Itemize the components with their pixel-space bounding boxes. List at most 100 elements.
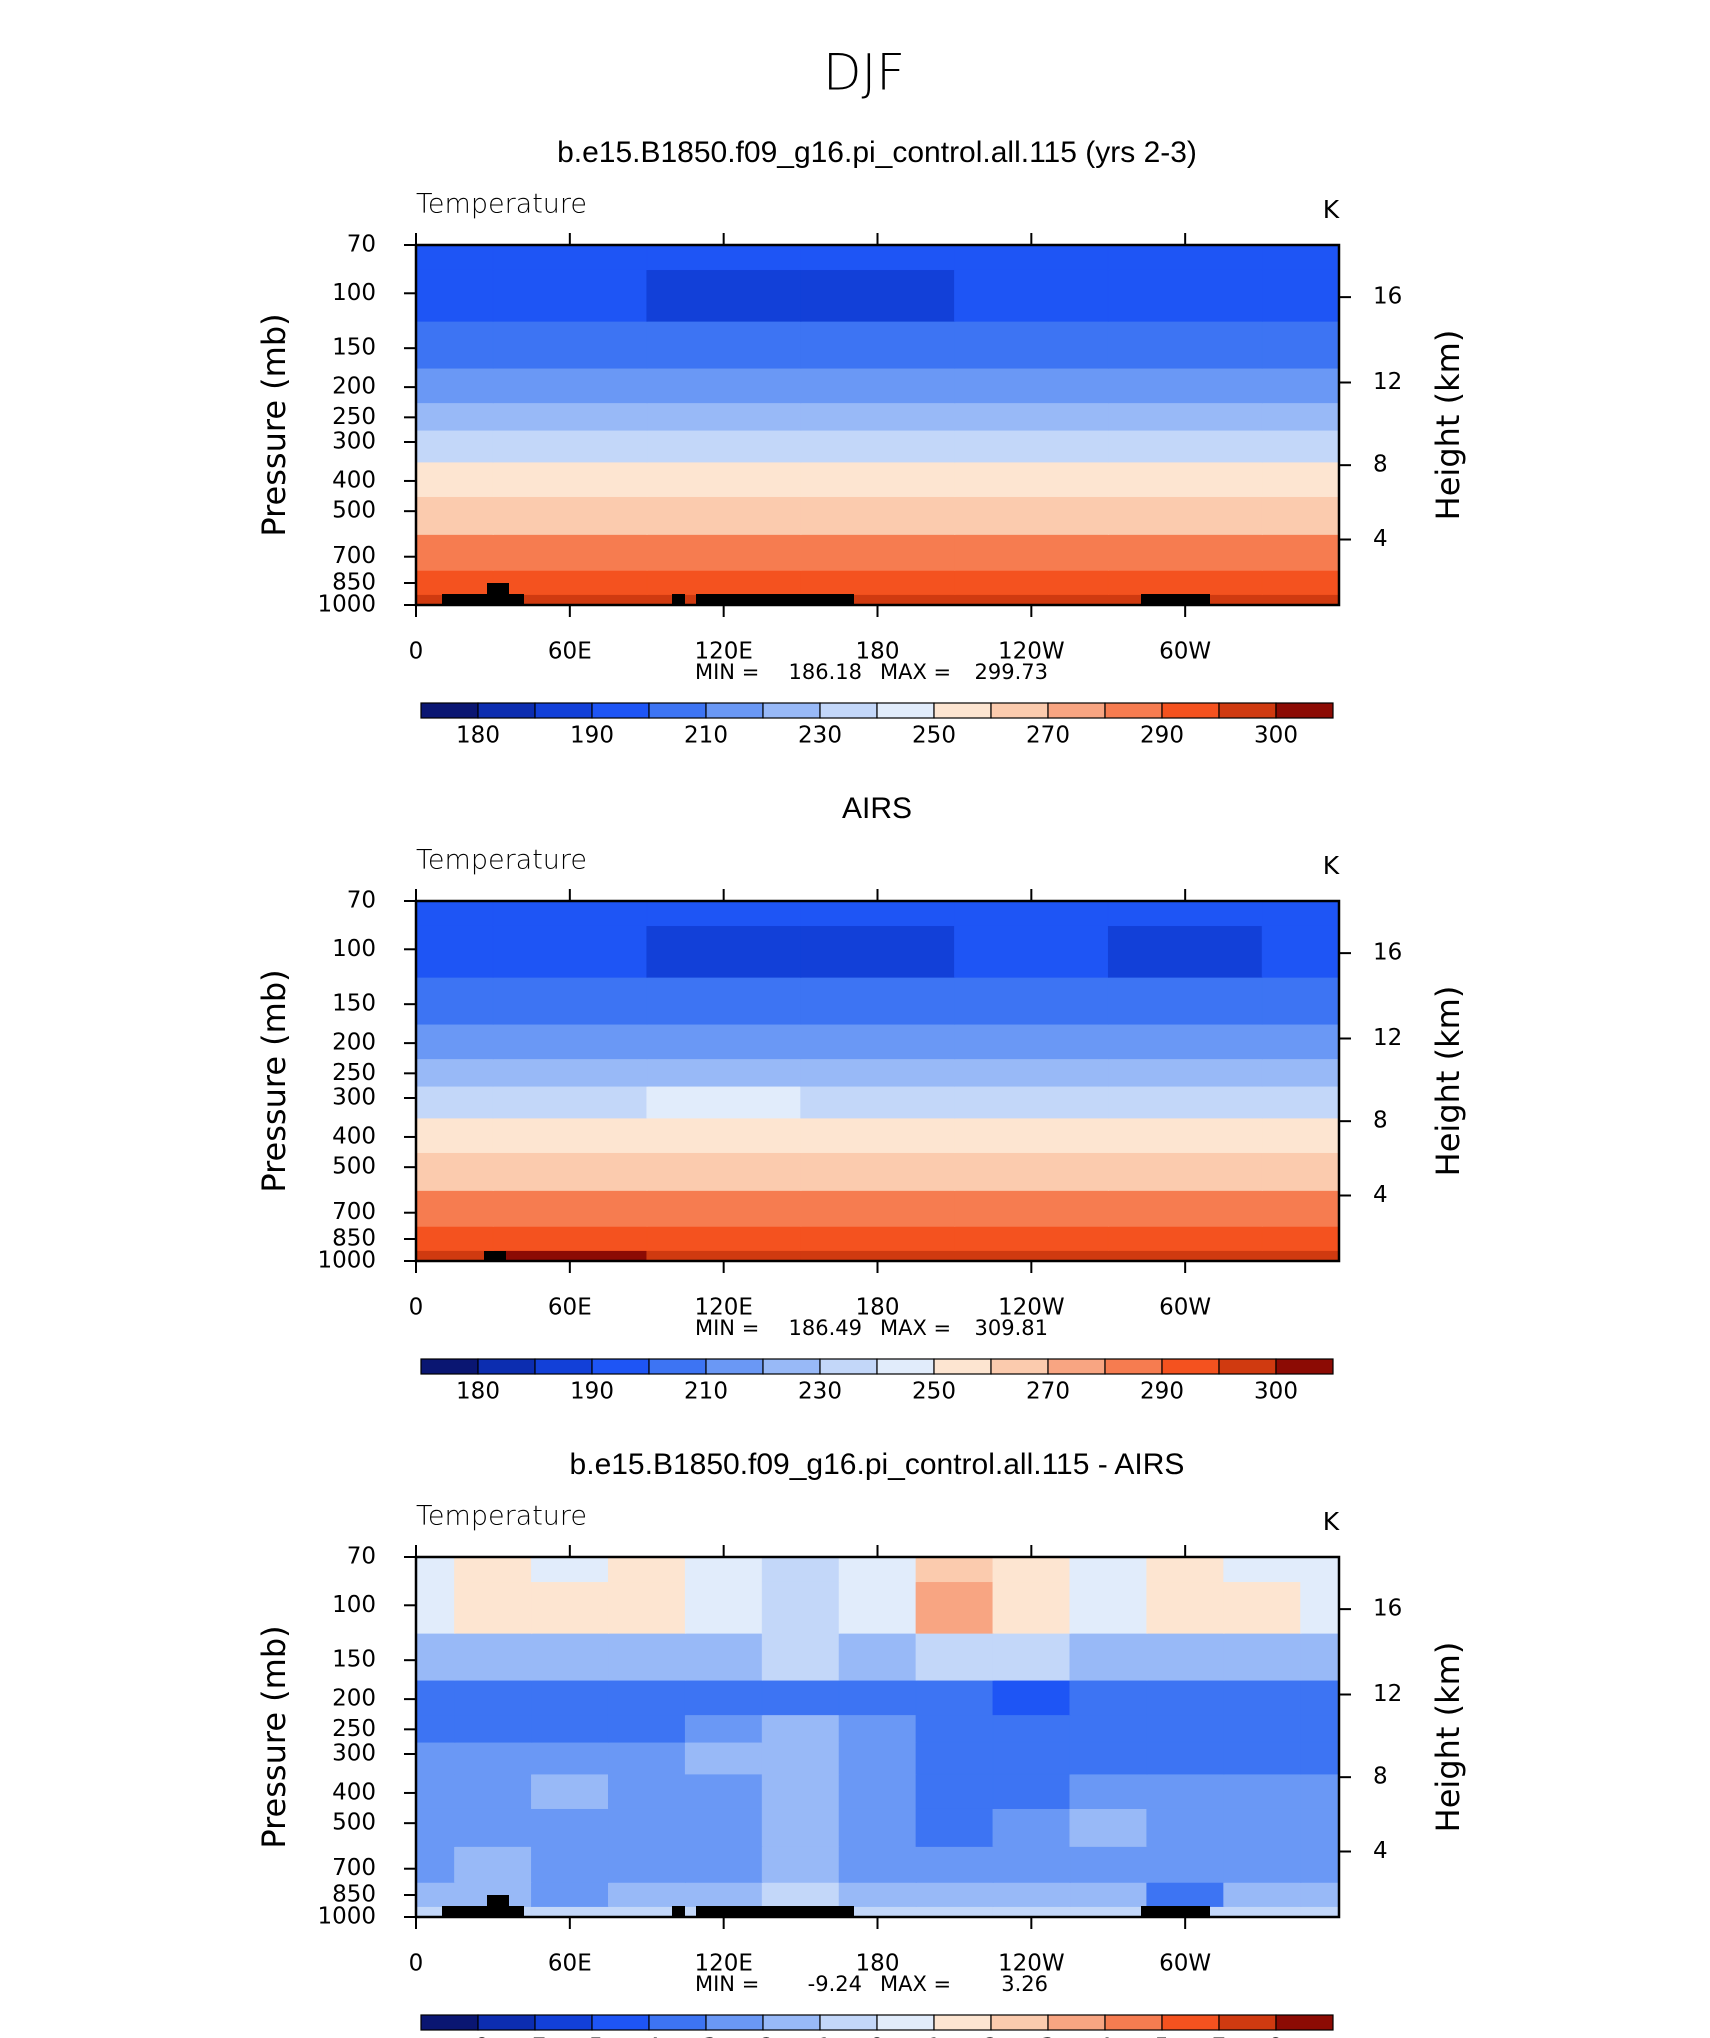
min-value: 186.49 [789,1316,862,1340]
contour-cell [1261,1225,1340,1251]
contour-cell [1261,429,1340,463]
contour-cell [646,1057,802,1087]
contour-cell [800,1023,956,1060]
contour-cell [607,1632,687,1681]
colorbar-box [591,2014,650,2031]
colorbar-label: 290 [1140,723,1184,749]
contour-cell [646,268,802,322]
contour-cell [1300,1773,1340,1809]
contour-cell [531,1741,610,1775]
contour-cell [415,429,494,463]
contour-cell [838,1881,917,1907]
contour-cell [915,1713,994,1743]
contour-cell [415,1679,456,1716]
contour-cell [1223,1713,1302,1743]
contour-cell [646,320,802,369]
contour-cell [800,1189,956,1227]
colorbar-box [819,702,878,719]
colorbar-box [705,1358,764,1375]
contour-cell [915,1556,994,1583]
contour-cell [1107,1085,1263,1119]
contour-cell [531,1881,610,1907]
colorbar-box [1275,702,1334,719]
contour-cell [607,1679,687,1716]
contour-cell [954,924,1110,978]
contour-cell [1069,1741,1148,1775]
land [1141,594,1210,605]
contour-cell [1107,533,1263,571]
min-value: -9.24 [808,1972,862,1996]
y-tick-label: 400 [332,467,376,493]
colorbar-box [591,1358,650,1375]
x-tick-label: 180 [856,1295,900,1321]
contour-cell [800,495,956,535]
contour-cell [1223,1845,1302,1883]
contour-cell [1261,900,1340,927]
contour-cell [1146,1713,1225,1743]
land [442,594,524,605]
contour-cell [684,1845,764,1883]
contour-cell [1107,569,1263,595]
contour-cell [761,1679,840,1716]
contour-cell [1107,461,1263,497]
y-tick-label: 500 [332,498,376,524]
contour-cell [1261,461,1340,497]
colorbar-box [1218,1358,1277,1375]
contour-cell [915,1845,994,1883]
land [484,1251,506,1261]
contour-cell [1223,1679,1302,1716]
y-tick-label: 300 [332,429,376,455]
contour-cell [1223,1556,1302,1583]
contour-cell [454,1580,533,1634]
contour-cell [684,1556,764,1583]
contour-cell [646,367,802,404]
x-tick-label: 0 [409,1295,424,1321]
contour-cell [415,1807,456,1847]
colorbar-box [819,1358,878,1375]
contour-cell [531,1580,610,1634]
contour-cell [1069,1773,1148,1809]
colorbar-label: 250 [912,723,956,749]
colorbar-box [1275,1358,1334,1375]
contour-cell [531,1632,610,1681]
contour-cell [1261,268,1340,322]
contour-cell [1146,1679,1225,1716]
contour-cell [1107,429,1263,463]
y-tick-label: 1000 [317,1248,376,1274]
contour-cell [492,268,648,322]
y2-tick-label: 12 [1373,369,1402,395]
contour-cell [646,1225,802,1251]
contour-cell [492,1023,648,1060]
contour-cell [954,320,1110,369]
variable-label: Temperature [416,845,587,876]
colorbar-box [876,2014,935,2031]
y2-axis-label: Height (km) [1429,330,1467,521]
contour-cell [992,1741,1071,1775]
x-tick-label: 120W [998,639,1065,665]
contour-cell [415,533,494,571]
contour-cell [800,533,956,571]
contour-cell [646,244,802,271]
contour-cell [1223,1807,1302,1847]
colorbar-box [876,1358,935,1375]
contour-cell [954,367,1110,404]
land [442,1906,524,1917]
colorbar-box [1047,1358,1106,1375]
y-axis-label: Pressure (mb) [255,313,293,536]
colorbar-label: -7 [524,2035,547,2038]
y2-tick-label: 12 [1373,1025,1402,1051]
colorbar-box [1104,2014,1163,2031]
contour-cell [1300,1807,1340,1847]
contour-cell [415,1845,456,1883]
contour-cell [415,1023,494,1060]
contour-cell [492,924,648,978]
contour-cell [1146,1807,1225,1847]
x-tick-label: 60E [548,639,592,665]
variable-label: Temperature [416,1501,587,1532]
colorbar-box [705,702,764,719]
contour-cell [1107,900,1263,927]
contour-cell [1261,495,1340,535]
contour-cell [838,1845,917,1883]
units-label: K [1323,851,1340,880]
contour-cell [531,1556,610,1583]
